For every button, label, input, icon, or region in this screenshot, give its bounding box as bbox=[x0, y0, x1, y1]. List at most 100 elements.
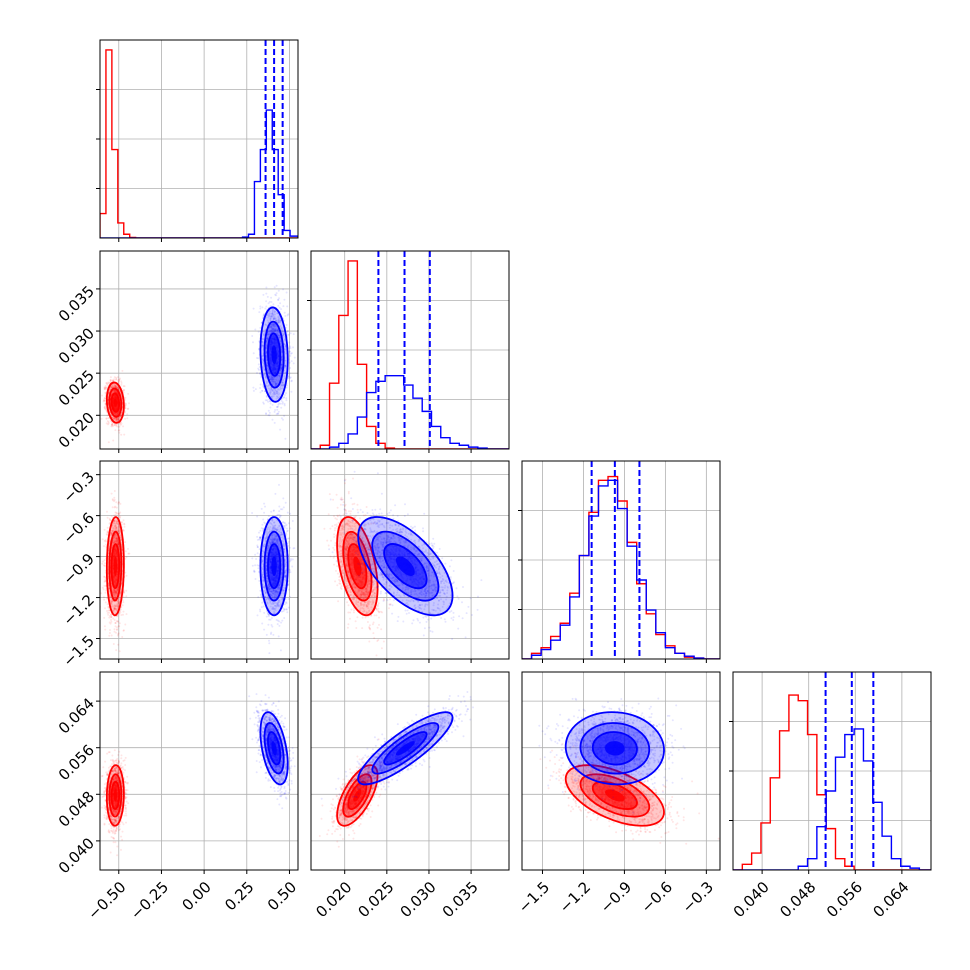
scatter-point-blue bbox=[268, 312, 271, 315]
scatter-point-red bbox=[118, 514, 121, 517]
scatter-point-red bbox=[108, 634, 111, 637]
scatter-point-blue bbox=[271, 314, 274, 317]
scatter-point-blue bbox=[278, 395, 281, 398]
scatter-point-red bbox=[110, 616, 113, 618]
scatter-point-red bbox=[117, 530, 120, 533]
scatter-point-red bbox=[122, 629, 125, 632]
scatter-point-red bbox=[116, 520, 119, 523]
scatter-point-blue bbox=[271, 327, 274, 330]
scatter-point-blue bbox=[270, 313, 273, 315]
scatter-point-blue bbox=[280, 554, 283, 557]
scatter-point-red bbox=[117, 602, 120, 605]
scatter-point-blue bbox=[275, 379, 278, 382]
scatter-point-blue bbox=[277, 318, 280, 321]
scatter-point-red bbox=[114, 591, 116, 594]
scatter-point-blue bbox=[258, 366, 261, 368]
scatter-point-blue bbox=[272, 318, 275, 320]
scatter-point-blue bbox=[262, 365, 265, 368]
scatter-point-blue bbox=[292, 333, 295, 336]
scatter-point-red bbox=[104, 405, 107, 408]
scatter-point-blue bbox=[280, 368, 282, 371]
scatter-point-blue bbox=[252, 389, 255, 392]
contour-red-1 bbox=[108, 387, 123, 418]
scatter-point-red bbox=[113, 534, 116, 537]
scatter-point-blue bbox=[284, 531, 287, 534]
scatter-point-red bbox=[111, 422, 114, 425]
scatter-point-red bbox=[114, 590, 117, 593]
scatter-point-blue bbox=[277, 403, 280, 406]
scatter-point-blue bbox=[269, 317, 272, 320]
scatter-point-blue bbox=[261, 358, 264, 360]
scatter-point-blue bbox=[269, 391, 272, 394]
scatter-point-red bbox=[109, 622, 112, 625]
scatter-point-blue bbox=[260, 376, 263, 379]
scatter-point-red bbox=[115, 540, 118, 543]
scatter-point-blue bbox=[284, 352, 287, 355]
scatter-point-blue bbox=[284, 359, 287, 362]
scatter-point-blue bbox=[268, 392, 271, 395]
scatter-point-red bbox=[116, 412, 119, 415]
scatter-point-blue bbox=[258, 368, 260, 371]
scatter-point-blue bbox=[265, 300, 268, 303]
scatter-point-blue bbox=[264, 591, 267, 594]
scatter-point-red bbox=[111, 423, 114, 426]
scatter-point-blue bbox=[286, 330, 289, 333]
scatter-point-blue bbox=[268, 590, 271, 593]
scatter-point-blue bbox=[266, 339, 269, 341]
scatter-point-blue bbox=[274, 409, 277, 411]
scatter-point-blue bbox=[265, 305, 268, 308]
scatter-point-blue bbox=[284, 501, 287, 504]
scatter-point-blue bbox=[261, 568, 264, 570]
scatter-point-red bbox=[110, 533, 113, 536]
scatter-point-blue bbox=[272, 322, 275, 325]
scatter-point-blue bbox=[267, 337, 269, 340]
scatter-point-blue bbox=[261, 566, 264, 569]
scatter-point-red bbox=[104, 584, 107, 587]
scatter-point-red bbox=[111, 600, 114, 603]
scatter-point-blue bbox=[273, 330, 276, 333]
scatter-point-red bbox=[116, 536, 119, 539]
scatter-point-red bbox=[105, 543, 108, 546]
scatter-point-red bbox=[107, 381, 110, 384]
scatter-point-blue bbox=[273, 323, 276, 326]
scatter-point-red bbox=[122, 385, 125, 388]
scatter-point-red bbox=[105, 417, 108, 420]
scatter-point-blue bbox=[267, 586, 270, 589]
scatter-point-blue bbox=[273, 286, 276, 289]
scatter-point-red bbox=[123, 433, 126, 436]
scatter-point-blue bbox=[278, 524, 281, 527]
scatter-point-blue bbox=[271, 315, 274, 318]
scatter-point-blue bbox=[282, 543, 285, 546]
scatter-point-red bbox=[114, 540, 117, 543]
scatter-point-red bbox=[113, 423, 116, 426]
scatter-point-blue bbox=[271, 312, 274, 314]
scatter-point-blue bbox=[280, 382, 283, 385]
scatter-point-red bbox=[127, 392, 130, 395]
scatter-point-blue bbox=[272, 589, 275, 592]
scatter-point-blue bbox=[284, 570, 287, 572]
scatter-point-blue bbox=[265, 363, 268, 366]
scatter-point-red bbox=[103, 598, 106, 601]
scatter-point-blue bbox=[262, 402, 265, 405]
scatter-point-red bbox=[114, 412, 117, 415]
scatter-point-red bbox=[114, 529, 117, 531]
scatter-point-red bbox=[104, 601, 107, 604]
panel-1-1 bbox=[307, 250, 510, 453]
scatter-point-blue bbox=[285, 386, 288, 389]
scatter-point-red bbox=[114, 385, 117, 388]
scatter-point-blue bbox=[275, 542, 278, 545]
scatter-point-blue bbox=[275, 383, 278, 386]
scatter-point-red bbox=[105, 417, 108, 420]
scatter-point-red bbox=[115, 537, 118, 540]
scatter-point-red bbox=[125, 589, 128, 592]
scatter-point-blue bbox=[262, 334, 265, 336]
scatter-point-red bbox=[123, 522, 126, 525]
scatter-point-blue bbox=[271, 607, 274, 610]
scatter-point-blue bbox=[280, 363, 283, 366]
scatter-point-blue bbox=[283, 402, 286, 405]
scatter-point-red bbox=[114, 526, 117, 529]
scatter-point-red bbox=[117, 600, 120, 603]
scatter-point-red bbox=[123, 523, 126, 526]
scatter-point-blue bbox=[261, 389, 264, 392]
scatter-point-red bbox=[121, 636, 124, 638]
